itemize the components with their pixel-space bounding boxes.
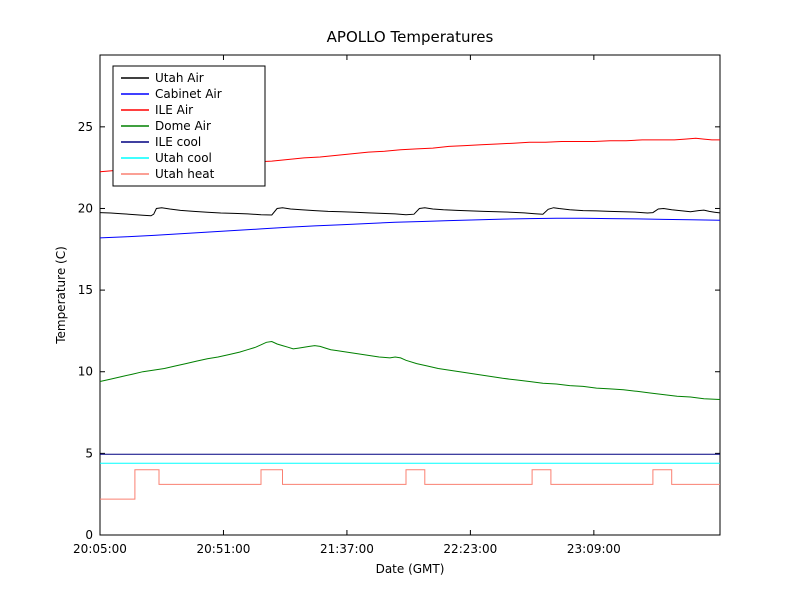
legend-label-ile-air: ILE Air [155, 103, 193, 117]
x-tick-label: 22:23:00 [443, 542, 497, 556]
legend-label-ile-cool: ILE cool [155, 135, 201, 149]
legend-label-utah-air: Utah Air [155, 71, 204, 85]
legend-label-cabinet-air: Cabinet Air [155, 87, 222, 101]
y-tick-label: 15 [78, 283, 93, 297]
y-tick-label: 20 [78, 201, 93, 215]
series-line-utah-heat [100, 469, 720, 500]
y-tick-label: 0 [85, 528, 93, 542]
legend-label-dome-air: Dome Air [155, 119, 211, 133]
series-line-cabinet-air [99, 217, 721, 239]
y-tick-label: 25 [78, 120, 93, 134]
legend-label-utah-heat: Utah heat [155, 167, 215, 181]
x-tick-label: 20:05:00 [73, 542, 127, 556]
x-tick-label: 21:37:00 [320, 542, 374, 556]
x-axis-label: Date (GMT) [375, 562, 445, 576]
chart-title: APOLLO Temperatures [326, 28, 494, 46]
legend-label-utah-cool: Utah cool [155, 151, 212, 165]
x-tick-label: 20:51:00 [197, 542, 251, 556]
series-line-utah-air [99, 207, 721, 217]
series-line-dome-air [99, 340, 721, 400]
axes-frame [99, 54, 721, 536]
x-tick-label: 23:09:00 [567, 542, 621, 556]
y-tick-label: 10 [78, 365, 93, 379]
y-tick-label: 5 [85, 446, 93, 460]
